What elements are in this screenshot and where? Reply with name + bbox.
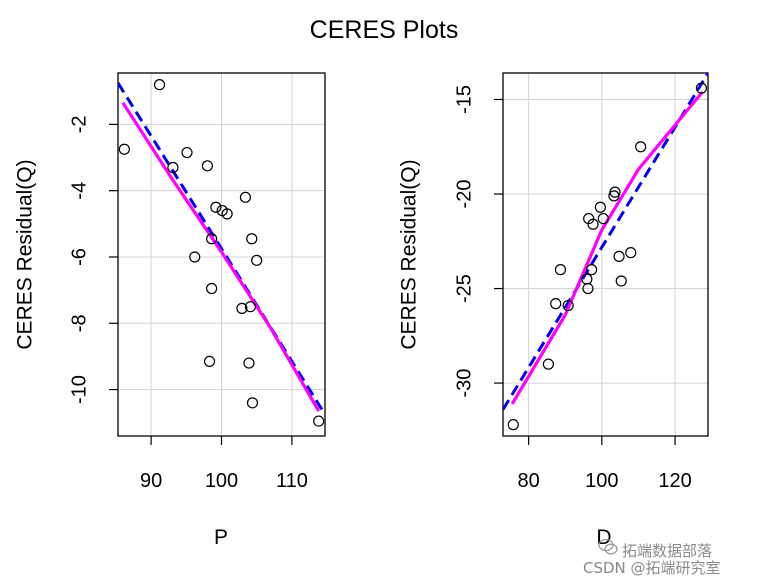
data-point [613, 250, 625, 262]
data-point [594, 201, 606, 213]
data-point [562, 299, 574, 312]
x-tick-label: 100 [205, 470, 238, 492]
watermark-line1: 拓端数据部落 [622, 542, 713, 560]
data-point [153, 79, 166, 91]
smooth-line [510, 90, 704, 405]
panel-d: 80 100 120 -15 -20 -25 -30 D CERES Residual(Q) [398, 72, 709, 549]
data-point [246, 233, 258, 245]
y-tick-label: -25 [453, 274, 475, 303]
x-tick-label: 120 [658, 470, 691, 492]
panel-p: 90 100 110 -2 -4 -6 -8 -10 P CERES Residual(Q) [14, 72, 326, 549]
data-point [239, 191, 252, 203]
data-point [615, 275, 627, 287]
y-tick-label: -2 [68, 115, 90, 133]
smooth-line [121, 101, 321, 412]
data-point [635, 141, 647, 153]
y-axis-label: CERES Residual(Q) [398, 159, 421, 349]
y-tick-label: -10 [68, 375, 90, 404]
y-tick-label: -20 [453, 180, 475, 209]
data-point [550, 298, 562, 310]
data-point [189, 251, 201, 263]
data-point [236, 302, 248, 314]
data-layer [503, 73, 708, 411]
data-point [206, 282, 218, 295]
data-point [587, 218, 599, 230]
y-axis-label: CERES Residual(Q) [14, 159, 37, 349]
data-point [246, 397, 259, 409]
y-tick-label: -6 [68, 248, 90, 266]
plot-frame [502, 72, 709, 437]
data-point [554, 264, 567, 276]
data-point [625, 247, 637, 259]
data-point [609, 186, 621, 198]
data-point [167, 161, 179, 174]
data-point [118, 143, 130, 155]
x-tick-label: 110 [276, 470, 308, 492]
x-axis-label: D [596, 526, 611, 549]
data-point [201, 160, 214, 172]
chart-title: CERES Plots [310, 16, 459, 44]
data-point [313, 415, 325, 427]
data-point [243, 357, 255, 369]
data-point [181, 146, 193, 159]
data-point [585, 264, 598, 276]
data-point [206, 233, 218, 245]
y-tick-label: -30 [453, 369, 475, 398]
data-point [507, 419, 519, 431]
y-tick-label: -15 [453, 85, 475, 114]
data-point [251, 254, 263, 266]
y-tick-label: -8 [68, 314, 90, 332]
data-point [597, 212, 609, 225]
x-tick-label: 100 [585, 470, 618, 492]
data-point [542, 358, 554, 370]
data-point [695, 82, 708, 94]
data-point [210, 201, 222, 213]
watermark-line2: CSDN @拓端研究室 [583, 559, 721, 577]
data-point [244, 301, 256, 313]
data-point [221, 208, 233, 220]
data-point [582, 282, 594, 295]
x-tick-label: 80 [518, 470, 540, 492]
y-tick-label: -4 [68, 182, 90, 200]
data-layer [118, 82, 325, 416]
fit-line [503, 73, 708, 411]
x-tick-label: 90 [140, 470, 162, 492]
wechat-icon [598, 538, 618, 555]
x-axis-label: P [214, 526, 228, 549]
data-point [203, 355, 216, 368]
